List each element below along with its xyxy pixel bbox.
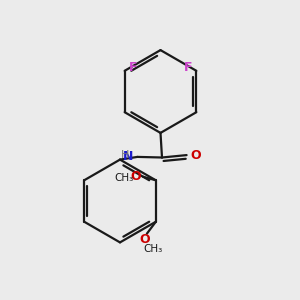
Text: O: O [190,148,201,162]
Text: F: F [184,61,192,74]
Text: F: F [129,61,137,74]
Text: CH₃: CH₃ [114,173,134,183]
Text: O: O [140,233,150,246]
Text: N: N [123,150,133,163]
Text: CH₃: CH₃ [143,244,163,254]
Text: O: O [130,170,141,183]
Text: H: H [121,150,129,160]
